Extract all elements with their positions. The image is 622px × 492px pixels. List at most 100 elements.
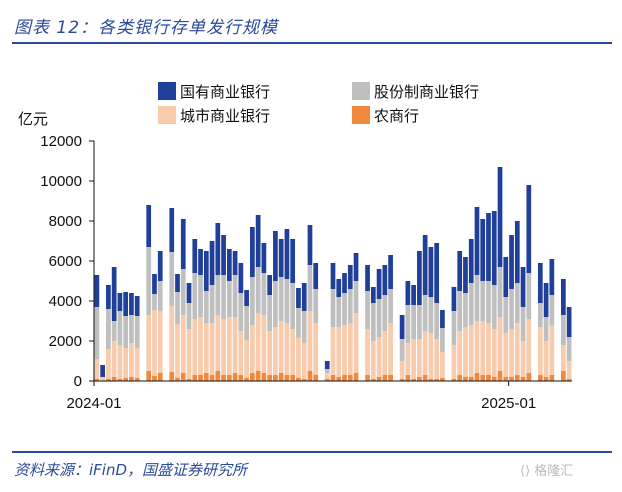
bar-segment — [440, 352, 445, 378]
bar-segment — [422, 295, 428, 331]
bar-stack — [474, 207, 480, 381]
bar-segment — [238, 331, 244, 375]
bar-segment — [123, 348, 129, 378]
bar-segment — [157, 311, 163, 373]
bar-segment — [296, 288, 301, 308]
bar-segment — [134, 378, 140, 381]
bar-segment — [134, 348, 140, 378]
bar-segment — [261, 243, 267, 273]
bar-segment — [382, 265, 388, 295]
bar-stack — [365, 265, 370, 381]
bar-segment — [313, 289, 319, 323]
bar-segment — [422, 235, 428, 295]
bar-segment — [428, 333, 434, 379]
bar-segment — [457, 291, 463, 331]
bar-segment — [342, 325, 347, 375]
bar-stack — [486, 213, 491, 381]
bar-stack — [347, 265, 353, 381]
bar-segment — [267, 275, 273, 295]
bar-segment — [434, 243, 440, 303]
bar-segment — [313, 263, 319, 289]
bar-segment — [503, 333, 509, 377]
bar-segment — [146, 205, 152, 247]
bar-segment — [117, 379, 123, 381]
bar-stack — [526, 185, 532, 381]
bar-segment — [169, 252, 175, 306]
bar-segment — [468, 325, 474, 377]
bar-stack — [134, 296, 140, 381]
bar-segment — [186, 329, 192, 379]
bar-segment — [221, 319, 226, 375]
bar-stack — [267, 275, 273, 381]
bar-segment — [514, 283, 520, 323]
bar-segment — [370, 341, 376, 379]
bar-segment — [307, 371, 313, 381]
bar-segment — [486, 213, 491, 281]
watermark-logo: ⟨⟩ 格隆汇 — [520, 464, 574, 479]
bar-segment — [192, 375, 198, 381]
bar-stack — [543, 283, 549, 381]
bar-segment — [480, 375, 486, 381]
bar-segment — [152, 294, 157, 310]
source-note: 资料来源：iFinD，国盛证券研究所 — [14, 461, 248, 479]
bar-segment — [486, 323, 491, 375]
bar-stack — [100, 365, 105, 381]
legend-item: 股份制商业银行 — [352, 82, 479, 101]
bar-stack — [94, 275, 100, 381]
bar-stack — [226, 249, 232, 381]
bar-segment — [146, 371, 152, 381]
bar-segment — [180, 315, 186, 373]
legend-swatch — [352, 82, 370, 100]
bar-stack — [382, 265, 388, 381]
bar-segment — [566, 361, 572, 379]
bar-segment — [336, 377, 342, 381]
bar-segment — [313, 375, 319, 381]
bar-segment — [273, 281, 278, 327]
bar-segment — [232, 317, 238, 373]
bar-segment — [370, 379, 376, 381]
bar-segment — [497, 317, 503, 371]
bar-segment — [480, 281, 486, 321]
bar-segment — [180, 219, 186, 269]
bar-stack — [123, 292, 129, 381]
bar-segment — [543, 377, 549, 381]
bar-segment — [497, 267, 503, 317]
bar-stack — [440, 310, 445, 381]
bar-segment — [157, 281, 163, 311]
bar-segment — [123, 316, 129, 348]
bar-segment — [411, 305, 416, 339]
bar-stack — [468, 239, 474, 381]
bar-segment — [365, 375, 370, 381]
bar-stack — [566, 307, 572, 381]
bar-segment — [186, 379, 192, 381]
bar-segment — [336, 279, 342, 297]
bar-segment — [434, 303, 440, 339]
y-tick-label: 6000 — [49, 253, 82, 270]
bar-segment — [480, 321, 486, 375]
bar-segment — [94, 275, 100, 307]
bar-stack — [434, 243, 440, 381]
bar-segment — [203, 323, 209, 373]
bar-segment — [451, 311, 457, 345]
bar-segment — [330, 375, 336, 381]
bar-stack — [278, 239, 284, 381]
bar-segment — [267, 375, 273, 381]
bar-segment — [520, 377, 526, 381]
bar-segment — [111, 341, 117, 377]
bar-stack — [238, 263, 244, 381]
bar-segment — [198, 249, 203, 275]
bar-segment — [463, 377, 468, 381]
bar-segment — [330, 263, 336, 289]
bar-segment — [278, 373, 284, 381]
bar-segment — [474, 321, 480, 373]
bar-stack — [491, 211, 497, 381]
bar-segment — [169, 372, 175, 381]
bar-stack — [537, 263, 543, 381]
bar-segment — [261, 373, 267, 381]
bar-stack — [261, 243, 267, 381]
bar-stack — [399, 315, 405, 381]
bar-stack — [290, 239, 296, 381]
bar-segment — [428, 379, 434, 381]
bar-stack — [497, 167, 503, 381]
